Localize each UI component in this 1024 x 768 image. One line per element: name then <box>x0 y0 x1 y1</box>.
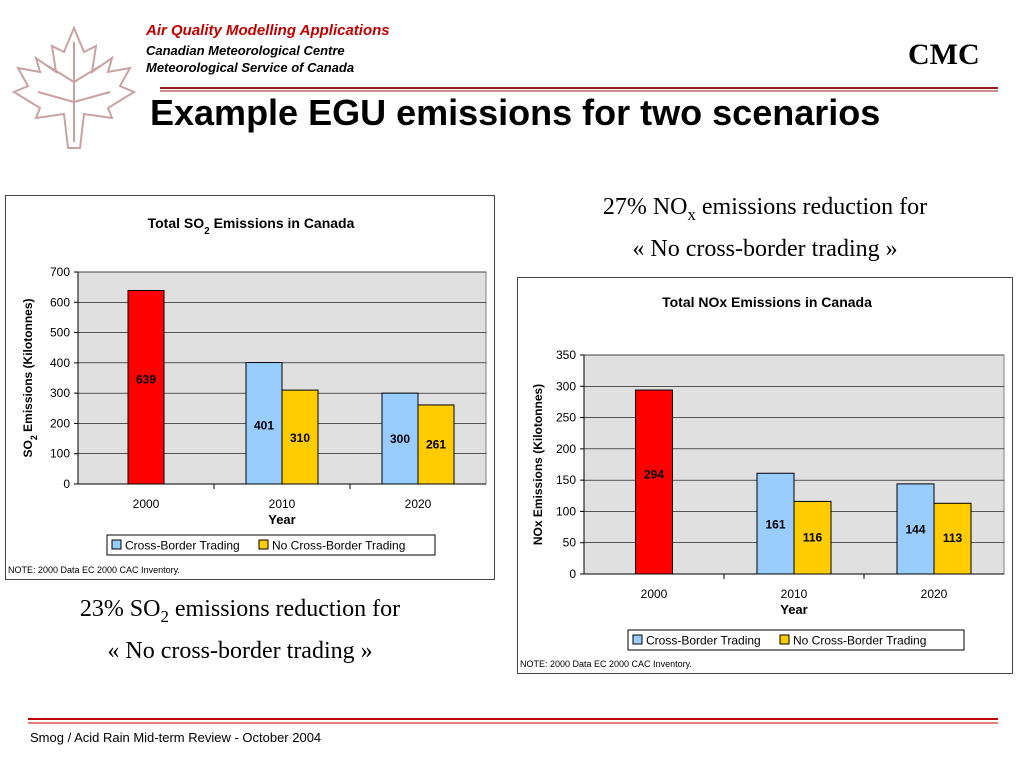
nox-x-tick-label: 2020 <box>921 587 948 601</box>
maple-leaf-logo <box>11 25 137 149</box>
org-subtitle-1: Canadian Meteorological Centre <box>146 43 345 58</box>
org-title: Air Quality Modelling Applications <box>146 22 390 39</box>
so2-caption-part2: emissions reduction for <box>168 596 401 622</box>
nox-y-tick-label: 200 <box>556 442 576 456</box>
nox-caption-part1: 27% NO <box>602 194 688 220</box>
nox-chart-svg: Total NOx Emissions in Canada 0 50 100 150 20… <box>531 294 1005 651</box>
so2-caption-sub: 2 <box>160 606 169 626</box>
so2-data-label: 639 <box>136 372 156 386</box>
so2-caption: 23% SO2 emissions reduction for « No cro… <box>20 592 460 668</box>
so2-x-tick-label: 2010 <box>269 497 296 511</box>
nox-caption-line2: « No cross-border trading » <box>632 235 898 262</box>
so2-y-tick-label: 500 <box>50 326 70 340</box>
org-subtitle-2: Meteorological Service of Canada <box>146 60 355 75</box>
so2-chart-note: NOTE: 2000 Data EC 2000 CAC Inventory. <box>8 565 180 575</box>
nox-y-tick-label: 0 <box>569 567 576 581</box>
so2-data-label: 261 <box>426 437 446 451</box>
nox-y-tick-label: 300 <box>556 379 576 393</box>
so2-legend-box <box>106 534 436 556</box>
nox-y-tick-label: 250 <box>556 411 576 425</box>
slide-title: Example EGU emissions for two scenarios <box>150 92 881 133</box>
nox-bar-2020-cross-border <box>896 483 935 575</box>
so2-caption-part1: 23% SO <box>79 596 161 622</box>
footer-text: Smog / Acid Rain Mid-term Review - Octob… <box>30 730 322 745</box>
so2-legend: Cross-Border Trading No Cross-Border Trad… <box>106 534 436 556</box>
nox-caption-part2: emissions reduction for <box>695 194 928 220</box>
nox-x-tick-label: 2010 <box>781 587 808 601</box>
so2-bar-2000-cross-border <box>127 289 165 485</box>
nox-x-axis-title: Year <box>780 602 807 617</box>
so2-legend-swatch <box>111 539 122 550</box>
nox-data-label: 294 <box>644 467 664 481</box>
so2-y-tick-label: 400 <box>50 356 70 370</box>
nox-caption-sub: x <box>687 204 696 224</box>
so2-y-tick-label: 700 <box>50 265 70 279</box>
nox-bar-2020-no-cross-border <box>933 502 972 575</box>
so2-data-label: 401 <box>254 418 274 432</box>
nox-data-label: 116 <box>803 530 823 544</box>
nox-chart-title: Total NOx Emissions in Canada <box>662 294 872 310</box>
so2-y-tick-label: 300 <box>50 386 70 400</box>
so2-bar-2010-no-cross-border <box>281 389 319 485</box>
nox-caption: 27% NOx emissions reduction for « No cro… <box>545 190 985 266</box>
so2-y-tick-label: 200 <box>50 416 70 430</box>
nox-legend-swatch <box>779 634 790 645</box>
nox-bar-2010-cross-border <box>756 472 795 575</box>
nox-legend-box <box>627 629 965 651</box>
nox-chart: Total NOx Emissions in Canada 0 50 100 150 20… <box>517 277 1013 674</box>
nox-bar-2000-cross-border <box>635 389 673 575</box>
so2-y-tick-label: 100 <box>50 447 70 461</box>
nox-data-label: 161 <box>765 518 785 532</box>
so2-legend-label: Cross-Border Trading <box>125 539 240 553</box>
cmc-logo: CMC <box>908 38 980 71</box>
nox-y-axis-title: NOx Emissions (Kilotonnes) <box>531 384 545 545</box>
so2-chart-svg: Total SO2 Emissions in Canada 0 100 200 300 4… <box>21 215 487 556</box>
so2-chart: Total SO2 Emissions in Canada 0 100 200 300 4… <box>5 195 495 580</box>
nox-chart-note: NOTE: 2000 Data EC 2000 CAC Inventory. <box>520 659 692 669</box>
nox-legend-swatch <box>632 634 643 645</box>
nox-y-tick-label: 150 <box>556 473 576 487</box>
so2-bar-2010-cross-border <box>245 362 283 485</box>
so2-x-tick-label: 2020 <box>405 497 432 511</box>
nox-y-tick-label: 350 <box>556 348 576 362</box>
nox-y-tick-label: 50 <box>563 536 577 550</box>
so2-data-label: 300 <box>390 432 410 446</box>
so2-y-axis-title: SO2 Emissions (Kilotonnes) <box>21 298 39 457</box>
so2-bar-2020-no-cross-border <box>417 404 455 485</box>
nox-legend: Cross-Border Trading No Cross-Border Trad… <box>627 629 965 651</box>
so2-x-tick-label: 2000 <box>133 497 160 511</box>
so2-y-tick-label: 0 <box>63 477 70 491</box>
so2-caption-line2: « No cross-border trading » <box>107 637 373 664</box>
so2-x-axis-title: Year <box>268 512 295 527</box>
so2-bar-2020-cross-border <box>381 392 419 485</box>
nox-y-tick-label: 100 <box>556 504 576 518</box>
so2-legend-swatch <box>258 539 269 550</box>
nox-data-label: 144 <box>905 522 925 536</box>
so2-data-label: 310 <box>290 431 310 445</box>
so2-y-tick-label: 600 <box>50 295 70 309</box>
nox-legend-label: No Cross-Border Trading <box>793 634 926 648</box>
so2-legend-label: No Cross-Border Trading <box>272 539 405 553</box>
nox-x-tick-label: 2000 <box>641 587 668 601</box>
nox-data-label: 113 <box>943 531 963 545</box>
nox-legend-label: Cross-Border Trading <box>646 634 761 648</box>
nox-bar-2010-no-cross-border <box>793 500 832 575</box>
so2-chart-title: Total SO2 Emissions in Canada <box>148 215 355 237</box>
